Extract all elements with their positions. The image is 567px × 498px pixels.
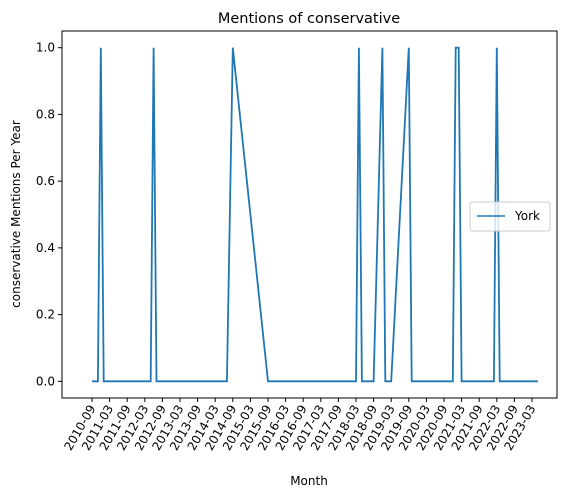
y-tick-label: 1.0 [36,41,55,55]
legend-box [469,201,551,232]
x-axis-label: Month [290,474,328,488]
x-axis: 2010-092011-032011-092012-032012-092013-… [61,398,539,453]
y-axis-label: conservative Mentions Per Year [9,120,23,308]
y-tick-label: 0.8 [36,107,55,121]
legend-entry-york: York [514,209,540,223]
chart-title: Mentions of conservative [218,11,400,27]
y-tick-label: 0.0 [36,374,55,388]
plot-frame [61,30,558,399]
series-line-york [92,46,538,383]
y-tick-label: 0.2 [36,308,55,322]
y-axis: 0.0 0.2 0.4 0.6 0.8 1.0 [36,41,62,388]
y-tick-label: 0.4 [36,241,55,255]
plot-area [61,30,558,399]
legend: York [469,201,551,232]
y-tick-label: 0.6 [36,174,55,188]
series-group [92,46,538,383]
